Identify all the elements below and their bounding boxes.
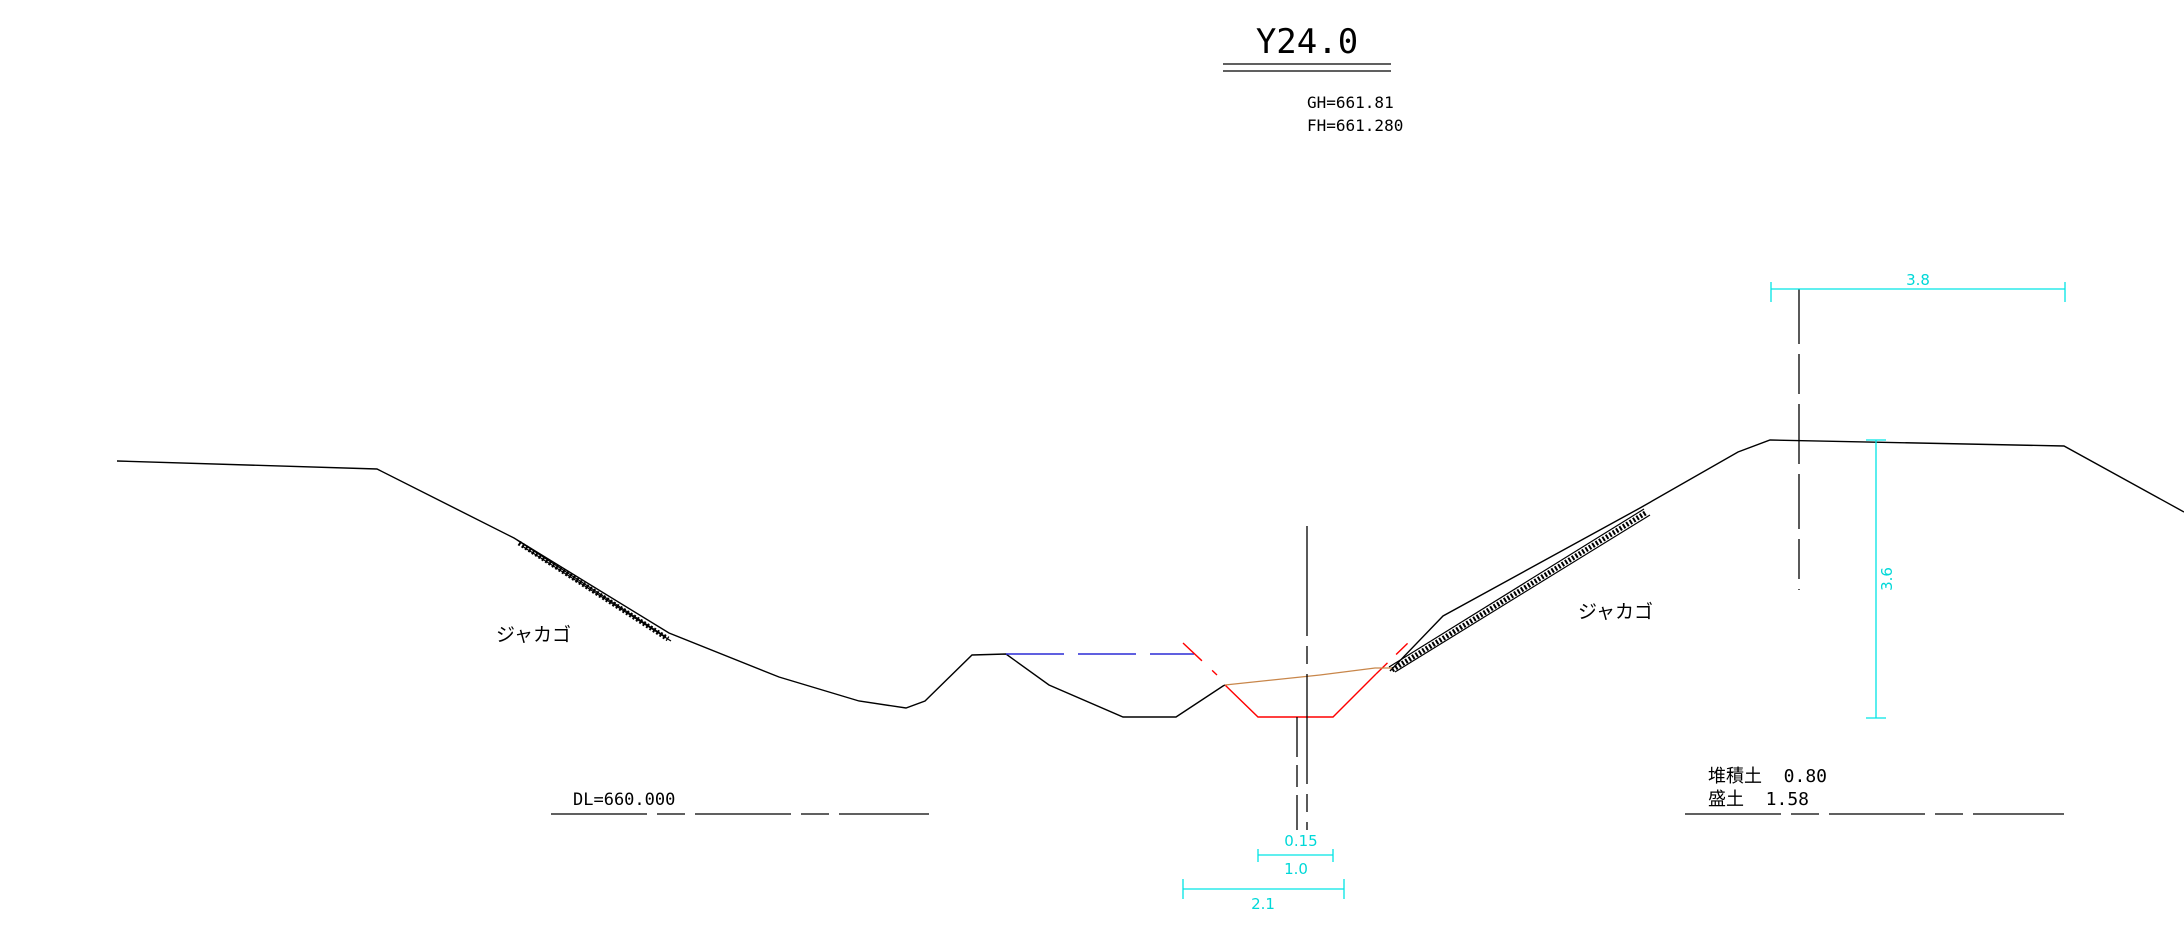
dimension-1-0-label: 1.0	[1284, 860, 1308, 878]
datum-label: DL=660.000	[573, 790, 675, 810]
sediment-quantity: 堆積土 0.80	[1708, 766, 1827, 787]
dimension-top-right	[1770, 282, 2066, 302]
left-gabion	[516, 539, 672, 642]
section-title: Y24.0	[1256, 22, 1358, 62]
fill-quantity: 盛土 1.58	[1708, 789, 1809, 810]
ground-line-left	[116, 460, 1226, 718]
dimension-2-1-label: 2.1	[1251, 895, 1275, 913]
dimension-0-15-label: 0.15	[1284, 832, 1317, 850]
fh-label: FH=661.280	[1307, 116, 1403, 135]
dimension-right-height	[1866, 439, 1886, 719]
dimension-1-0	[1257, 849, 1334, 862]
dimension-3-8-label: 3.8	[1906, 271, 1930, 289]
dimension-2-1	[1182, 879, 1345, 899]
sediment-line	[1224, 667, 1392, 686]
left-slope-label: ジャカゴ	[496, 624, 571, 646]
dimension-3-6-label: 3.6	[1878, 567, 1896, 591]
right-gabion	[1388, 508, 1651, 673]
right-slope-label: ジャカゴ	[1578, 601, 1653, 623]
design-channel	[1182, 640, 1411, 718]
gh-label: GH=661.81	[1307, 93, 1394, 112]
ground-line-right	[1389, 439, 2184, 672]
